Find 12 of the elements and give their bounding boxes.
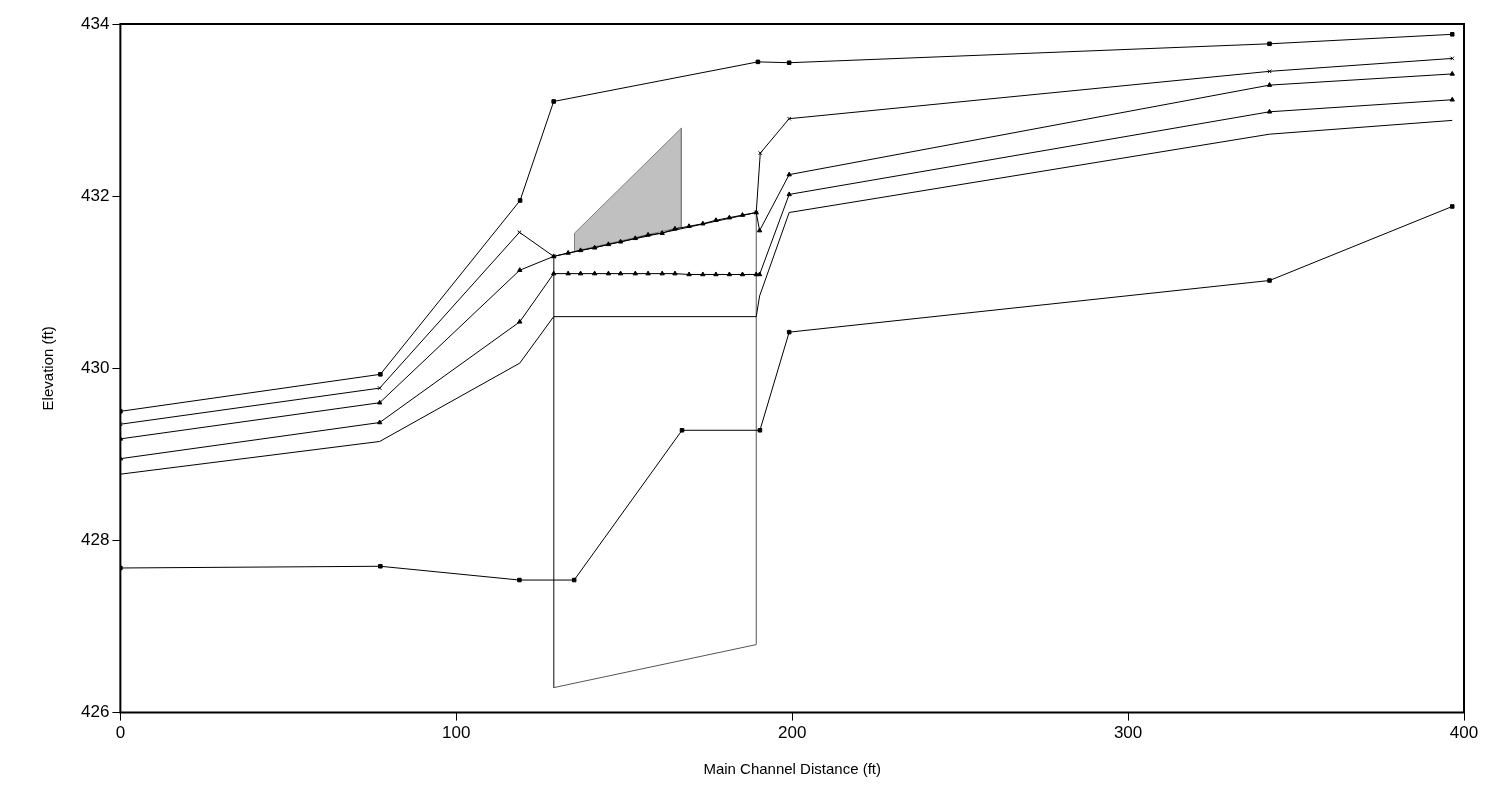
x-tick-label: 200 <box>777 723 807 743</box>
y-tick-label: 428 <box>80 530 110 550</box>
y-axis-title: Elevation (ft) <box>39 326 57 411</box>
x-axis-title: Main Channel Distance (ft) <box>703 760 881 778</box>
x-tick-label: 400 <box>1449 723 1479 743</box>
x-tick-label: 0 <box>115 723 126 743</box>
x-tick-label: 300 <box>1113 723 1143 743</box>
y-tick-label: 434 <box>80 13 110 33</box>
y-tick-label: 432 <box>80 185 110 205</box>
y-tick-label: 430 <box>80 357 110 377</box>
x-tick-label: 100 <box>442 723 471 743</box>
y-tick-label: 426 <box>80 702 110 722</box>
